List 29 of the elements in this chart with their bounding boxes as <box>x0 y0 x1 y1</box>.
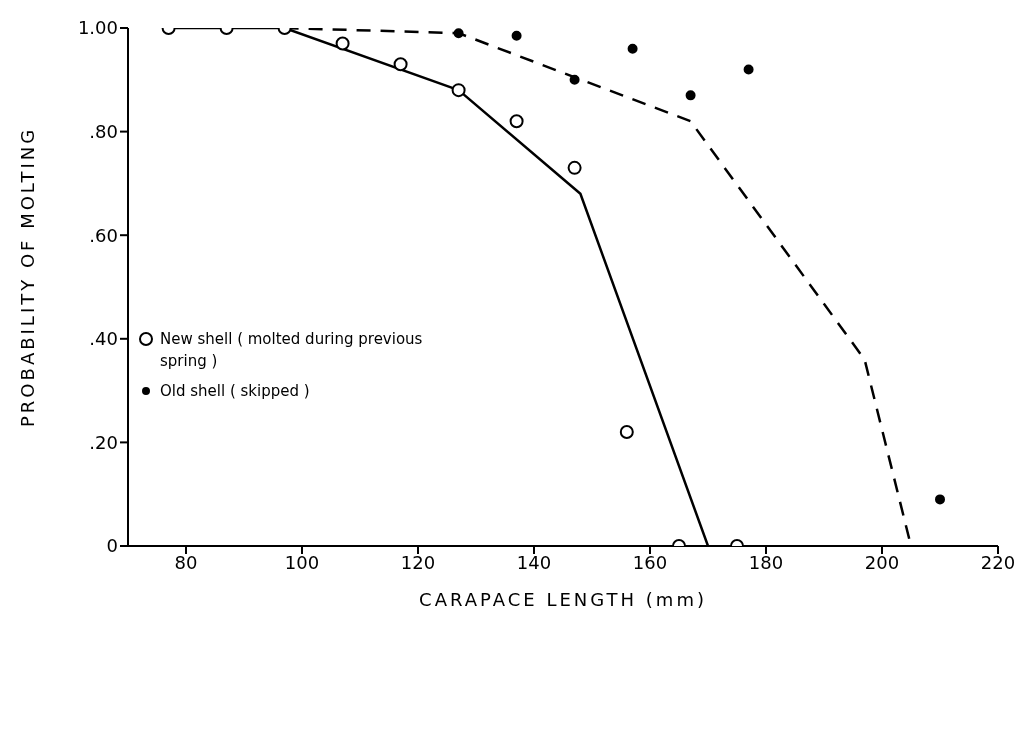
legend-label: New shell ( molted during previous spring ) <box>160 329 424 372</box>
point <box>511 30 522 41</box>
y-tick-label: .20 <box>89 431 118 453</box>
x-tick-label: 220 <box>980 551 1016 573</box>
point <box>451 83 466 98</box>
point <box>627 43 638 54</box>
x-tick-label: 200 <box>864 551 900 573</box>
y-tick-label: 0 <box>106 535 118 557</box>
y-tick-label: .40 <box>89 328 118 350</box>
x-tick-label: 140 <box>516 551 552 573</box>
x-tick-label: 120 <box>400 551 436 573</box>
point <box>567 160 582 175</box>
point <box>743 64 754 75</box>
point <box>393 57 408 72</box>
y-tick-label: .60 <box>89 224 118 246</box>
point <box>509 114 524 129</box>
point <box>335 36 350 51</box>
y-tick-label: 1.00 <box>77 17 118 39</box>
legend-label: Old shell ( skipped ) <box>160 381 310 402</box>
y-axis-title: PROBABILITY OF MOLTING <box>17 126 39 427</box>
x-tick-label: 180 <box>748 551 784 573</box>
x-tick-label: 100 <box>284 551 320 573</box>
x-tick-label: 160 <box>632 551 668 573</box>
x-axis-title: CARAPACE LENGTH (mm) <box>419 589 707 610</box>
point <box>685 90 696 101</box>
x-tick-label: 80 <box>174 551 198 573</box>
point <box>453 28 464 39</box>
y-tick-label: .80 <box>89 120 118 142</box>
point <box>569 74 580 85</box>
